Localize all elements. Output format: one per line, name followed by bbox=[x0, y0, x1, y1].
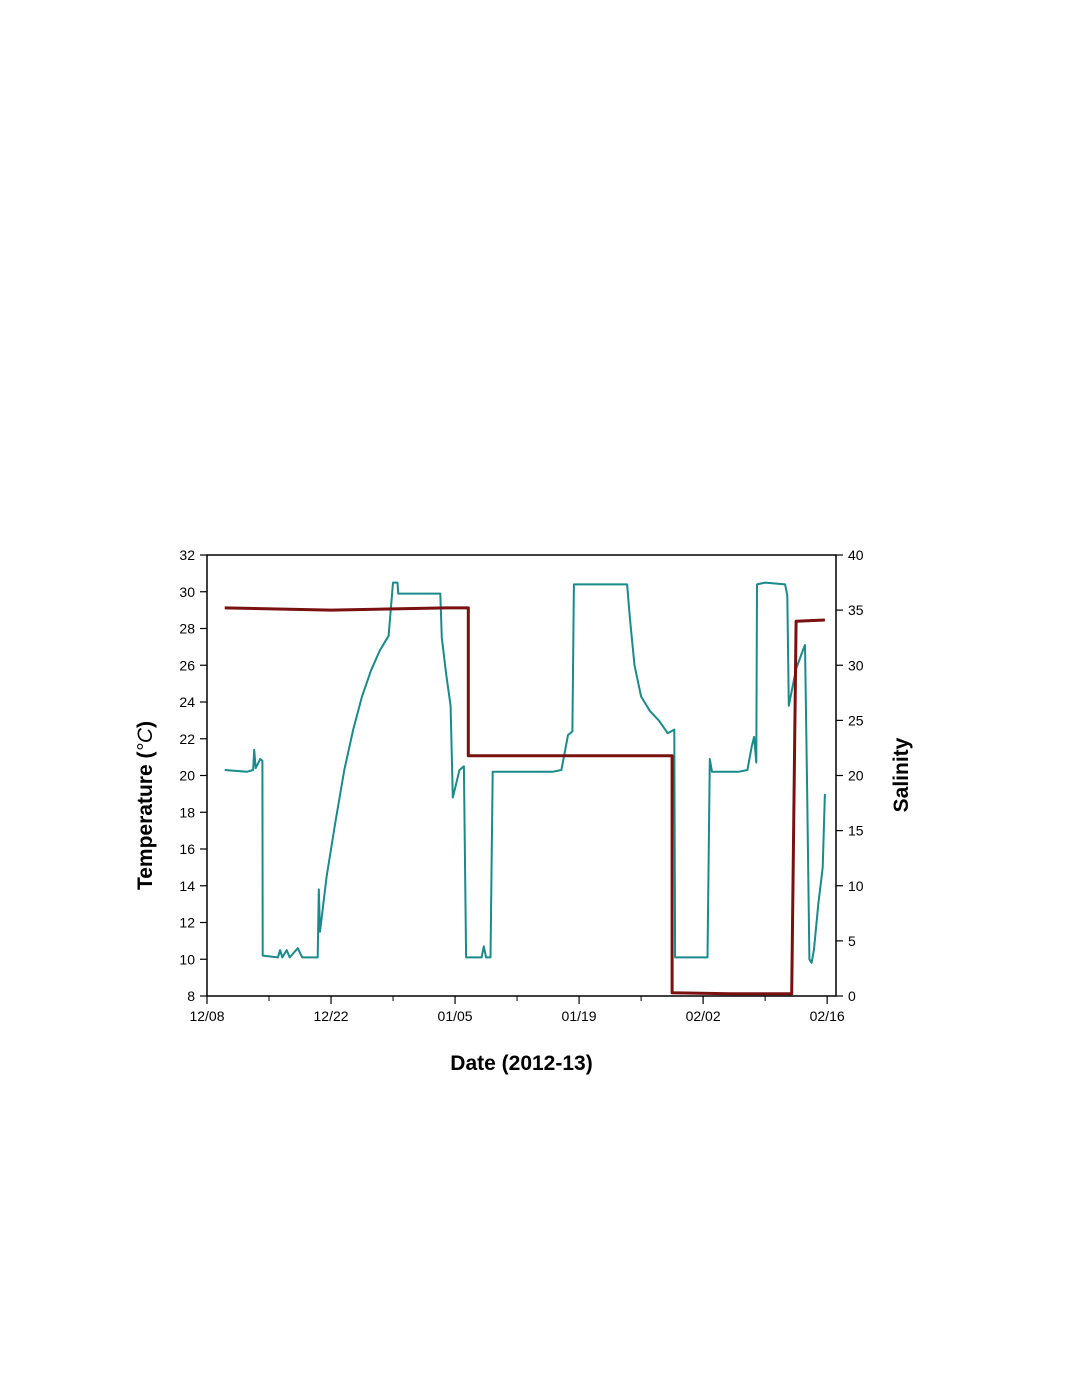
x-tick-label: 02/02 bbox=[686, 1008, 721, 1024]
y-left-tick-label: 12 bbox=[179, 915, 195, 931]
y-axis-left-title-unit: °C bbox=[134, 727, 157, 751]
y-axis-left-title-main: Temperature ( bbox=[134, 752, 157, 890]
x-tick-label: 12/08 bbox=[189, 1008, 224, 1024]
x-axis-title: Date (2012-13) bbox=[450, 1052, 592, 1075]
y-right-tick-label: 30 bbox=[848, 657, 864, 673]
x-tick-label: 01/19 bbox=[562, 1008, 597, 1024]
y-axis-right-title: Salinity bbox=[890, 737, 913, 812]
y-right-tick-label: 10 bbox=[848, 878, 864, 894]
series-layer bbox=[224, 581, 826, 996]
y-right-tick-label: 0 bbox=[848, 988, 856, 1004]
y-left-tick-label: 22 bbox=[179, 731, 195, 747]
y-axis-right: 0 5 10 15 20 25 30 35 40 bbox=[836, 547, 864, 1004]
x-tick-label: 01/05 bbox=[438, 1008, 473, 1024]
y-left-tick-label: 14 bbox=[179, 878, 195, 894]
y-left-tick-label: 16 bbox=[179, 841, 195, 857]
y-axis-left-title: Temperature (°C) bbox=[134, 721, 157, 890]
temperature-series-line bbox=[224, 581, 826, 964]
salinity-series-line bbox=[224, 606, 825, 996]
y-left-tick-label: 10 bbox=[179, 951, 195, 967]
y-left-tick-label: 8 bbox=[187, 988, 195, 1004]
y-axis-left-title-close: ) bbox=[134, 721, 157, 728]
y-right-tick-label: 25 bbox=[848, 712, 864, 728]
y-left-tick-label: 24 bbox=[179, 694, 195, 710]
y-axis-left: 8 10 12 14 16 18 20 22 24 26 28 30 32 bbox=[179, 547, 207, 1004]
y-left-tick-label: 30 bbox=[179, 584, 195, 600]
x-axis: 12/08 12/22 01/05 01/19 02/02 02/16 bbox=[189, 996, 845, 1024]
y-left-tick-label: 32 bbox=[179, 547, 195, 563]
y-left-tick-label: 28 bbox=[179, 621, 195, 637]
plot-frame bbox=[206, 554, 837, 997]
y-left-tick-label: 26 bbox=[179, 657, 195, 673]
y-right-tick-label: 40 bbox=[848, 547, 864, 563]
y-right-tick-label: 5 bbox=[848, 933, 856, 949]
y-left-tick-label: 20 bbox=[179, 768, 195, 784]
y-right-tick-label: 20 bbox=[848, 768, 864, 784]
x-tick-label: 02/16 bbox=[810, 1008, 845, 1024]
y-left-tick-label: 18 bbox=[179, 804, 195, 820]
y-right-tick-label: 15 bbox=[848, 823, 864, 839]
x-tick-label: 12/22 bbox=[314, 1008, 349, 1024]
y-right-tick-label: 35 bbox=[848, 602, 864, 618]
